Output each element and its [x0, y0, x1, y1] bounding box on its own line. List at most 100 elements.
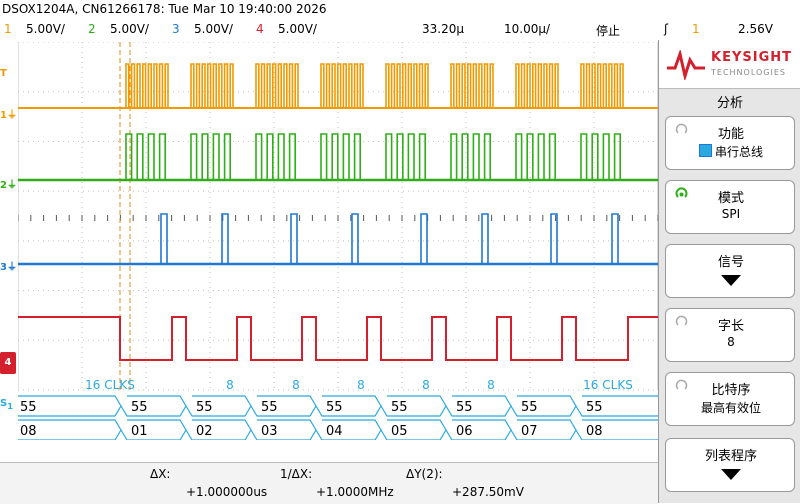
ch3-number[interactable]: 3 — [172, 22, 180, 36]
softkey-function-value: 串行总线 — [666, 143, 796, 160]
keysight-wave-icon — [667, 50, 705, 80]
ch3-pulse — [351, 213, 359, 264]
ch4-number[interactable]: 4 — [256, 22, 264, 36]
ch3-scale[interactable]: 5.00V/ — [194, 22, 233, 36]
trigger-marker: T — [0, 68, 7, 79]
softkey-mode-value: SPI — [721, 207, 741, 221]
mosi-value: 55 — [261, 400, 278, 415]
ch2-data-burst — [580, 133, 626, 181]
clock-count-label: 8 — [487, 378, 495, 392]
trigger-level[interactable]: 2.56V — [738, 22, 773, 36]
softkey-function[interactable]: 功能 串行总线 — [665, 116, 795, 170]
ch2-data-burst — [320, 133, 366, 181]
softkey-function-label: 功能 — [717, 127, 744, 142]
ch1-clock-burst — [255, 63, 299, 108]
bus-packet — [445, 395, 512, 417]
ch1-clock-burst — [320, 63, 364, 108]
bus-packet — [120, 395, 187, 417]
ch1-scale[interactable]: 5.00V/ — [26, 22, 65, 36]
bus-packet — [315, 395, 382, 417]
bus-packet — [315, 419, 382, 440]
bus-packet — [380, 419, 447, 440]
rotate-icon — [675, 315, 688, 326]
ch1-ground-marker[interactable]: 1⏚ — [0, 110, 17, 121]
softkey-panel: KEYSIGHT TECHNOLOGIES 分析 功能 串行总线 模式 SPI … — [658, 40, 800, 503]
mosi-value: 55 — [521, 400, 538, 415]
ch3-pulse — [481, 213, 489, 264]
clock-count-label: 8 — [226, 378, 234, 392]
ch2-data-burst — [385, 133, 431, 181]
delta-y-value: +287.50mV — [452, 485, 524, 499]
trigger-source[interactable]: 1 — [692, 22, 700, 36]
delta-x-label: ΔX: — [150, 467, 171, 481]
time-per-div[interactable]: 10.00µ/ — [504, 22, 551, 36]
ch3-pulse — [160, 213, 168, 264]
ch4-waveform — [18, 316, 658, 361]
ch1-clock-burst — [515, 63, 559, 108]
delta-y-label: ΔY(2): — [406, 467, 443, 481]
ch1-clock-burst — [385, 63, 429, 108]
softkey-lister[interactable]: 列表程序 — [665, 438, 795, 492]
bus-packet — [575, 395, 658, 417]
waveform-display[interactable]: 16 CLKS 8 8 8 8 8 16 CLKS 55 55 55 55 55 55 55 55 55 08 0… — [18, 42, 658, 440]
miso-value: 07 — [521, 424, 538, 439]
channel-scale-row: 1 5.00V/ 2 5.00V/ 3 5.00V/ 4 5.00V/ 33.2… — [0, 22, 773, 40]
softkey-bit-order-label: 比特序 — [711, 383, 751, 398]
waveforms — [18, 63, 658, 361]
miso-value: 04 — [326, 424, 343, 439]
ch2-number[interactable]: 2 — [88, 22, 96, 36]
ch2-data-burst — [515, 133, 561, 181]
ch2-data-burst — [450, 133, 496, 181]
softkey-mode-label: 模式 — [717, 191, 744, 206]
ch2-data-burst — [125, 133, 171, 181]
bus-packet — [250, 419, 317, 440]
rotate-icon — [675, 123, 688, 134]
ch3-ground-marker[interactable]: 3⏚ — [0, 262, 17, 273]
softkey-mode[interactable]: 模式 SPI — [665, 180, 795, 234]
miso-value: 06 — [456, 424, 473, 439]
measurement-bar: ΔX: +1.000000us 1/ΔX: +1.0000MHz ΔY(2): … — [0, 462, 658, 504]
run-state[interactable]: 停止 — [596, 24, 621, 38]
softkey-bit-order[interactable]: 比特序 最高有效位 — [665, 372, 795, 426]
window-title: DSOX1204A, CN61266178: Tue Mar 10 19:40:… — [2, 2, 327, 16]
softkey-word-size[interactable]: 字长 8 — [665, 308, 795, 362]
miso-value: 01 — [131, 424, 148, 439]
trigger-edge-icon: ʃ — [664, 22, 669, 36]
bus-packet — [18, 419, 122, 440]
mosi-value: 55 — [391, 400, 408, 415]
ch4-scale[interactable]: 5.00V/ — [278, 22, 317, 36]
horizontal-delay[interactable]: 33.20µ — [422, 22, 464, 36]
mosi-value: 55 — [20, 400, 37, 415]
ch1-number[interactable]: 1 — [4, 22, 12, 36]
bus-packet — [185, 419, 252, 440]
rotate-active-icon — [675, 187, 688, 198]
ch3-pulse — [221, 213, 229, 264]
bus-packet — [575, 419, 658, 440]
brand-name: KEYSIGHT — [711, 50, 792, 65]
miso-value: 05 — [391, 424, 408, 439]
bus-marker: S1 — [0, 398, 13, 411]
bus-packet — [120, 419, 187, 440]
ch2-ground-marker[interactable]: 2⏚ — [0, 180, 17, 191]
delta-x-value: +1.000000us — [186, 485, 268, 499]
mosi-value: 55 — [326, 400, 343, 415]
inverse-delta-x-value: +1.0000MHz — [316, 485, 394, 499]
ch1-clock-burst — [580, 63, 624, 108]
bus-packet — [18, 395, 122, 417]
softkey-signals-label: 信号 — [717, 255, 744, 270]
miso-value: 08 — [20, 424, 37, 439]
softkey-signals[interactable]: 信号 — [665, 244, 795, 298]
ch4-ground-marker[interactable]: 4 — [0, 352, 16, 374]
clock-count-label: 16 CLKS — [85, 378, 135, 392]
miso-value: 03 — [261, 424, 278, 439]
ch2-scale[interactable]: 5.00V/ — [110, 22, 149, 36]
menu-title: 分析 — [716, 96, 743, 111]
submenu-arrow-icon — [721, 469, 741, 480]
mosi-value: 55 — [456, 400, 473, 415]
ch3-pulse — [420, 213, 428, 264]
ch3-pulse — [550, 213, 558, 264]
clock-count-label: 16 CLKS — [583, 378, 633, 392]
clock-count-label: 8 — [422, 378, 430, 392]
mosi-value: 55 — [196, 400, 213, 415]
miso-value: 08 — [586, 424, 603, 439]
